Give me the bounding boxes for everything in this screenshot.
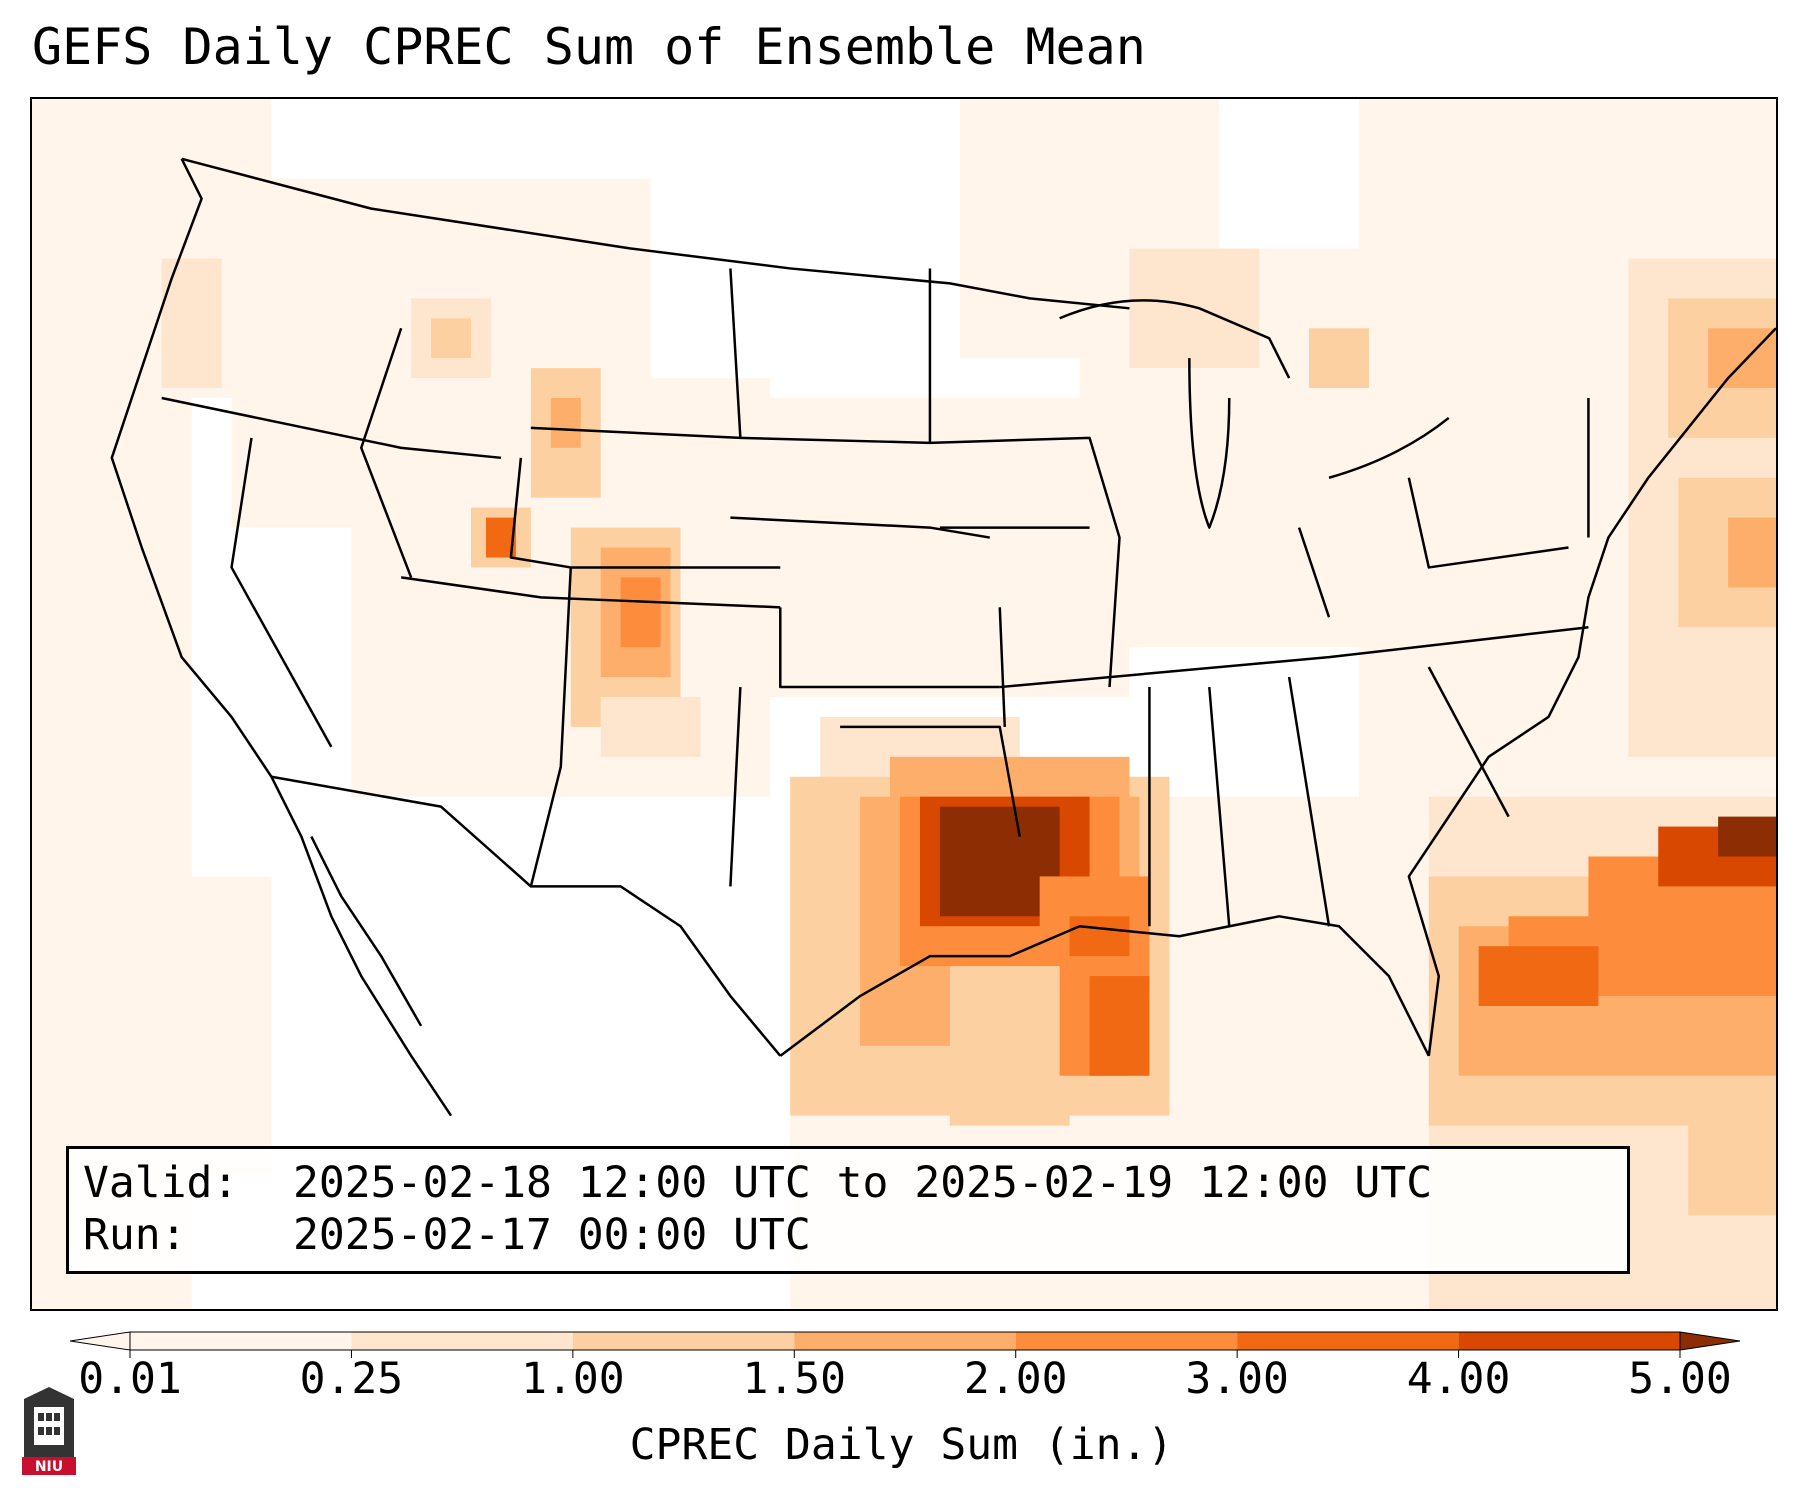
colorbar-segment bbox=[1458, 1332, 1680, 1350]
colorbar-extend-min bbox=[70, 1331, 131, 1351]
colorbar bbox=[70, 1331, 1740, 1358]
colorbar-segment bbox=[794, 1332, 1016, 1350]
colorbar-segment bbox=[572, 1332, 795, 1350]
logo-text: NIU bbox=[35, 1459, 63, 1475]
map-panel bbox=[30, 97, 1778, 1311]
colorbar-segment bbox=[1237, 1332, 1459, 1350]
colorbar-tick-label: 0.25 bbox=[299, 1354, 404, 1404]
precipitation-map bbox=[32, 99, 1776, 1309]
run-value: 2025-02-17 00:00 UTC bbox=[293, 1210, 811, 1260]
university-seal-icon: NIU bbox=[22, 1387, 76, 1475]
colorbar-tick-label: 3.00 bbox=[1185, 1354, 1289, 1404]
colorbar-label: CPREC Daily Sum (in.) bbox=[629, 1420, 1174, 1470]
valid-value: 2025-02-18 12:00 UTC to 2025-02-19 12:00… bbox=[293, 1158, 1433, 1208]
colorbar-extend-max bbox=[1679, 1331, 1740, 1351]
valid-label: Valid: bbox=[83, 1158, 239, 1208]
colorbar-tick-label: 2.00 bbox=[963, 1354, 1068, 1404]
colorbar-tick-label: 5.00 bbox=[1628, 1354, 1732, 1404]
colorbar-ticks: 0.01 0.25 1.00 1.50 2.00 3.00 4.00 5.00 bbox=[0, 1352, 1803, 1412]
precip-shading bbox=[32, 99, 1776, 1309]
colorbar-tick-label: 1.00 bbox=[521, 1354, 625, 1404]
run-label: Run: bbox=[83, 1210, 187, 1260]
colorbar-segment bbox=[130, 1332, 352, 1350]
map-title: GEFS Daily CPREC Sum of Ensemble Mean bbox=[32, 18, 1146, 76]
colorbar-segment bbox=[1015, 1332, 1238, 1350]
colorbar-tick-label: 4.00 bbox=[1406, 1354, 1511, 1404]
colorbar-tick-label: 0.01 bbox=[78, 1354, 182, 1404]
colorbar-tick-label: 1.50 bbox=[742, 1354, 847, 1404]
boundaries bbox=[110, 157, 1776, 1117]
info-box: Valid: 2025-02-18 12:00 UTC to 2025-02-19… bbox=[66, 1146, 1630, 1274]
colorbar-segment bbox=[351, 1332, 573, 1350]
colorbar-border bbox=[129, 1331, 1681, 1351]
